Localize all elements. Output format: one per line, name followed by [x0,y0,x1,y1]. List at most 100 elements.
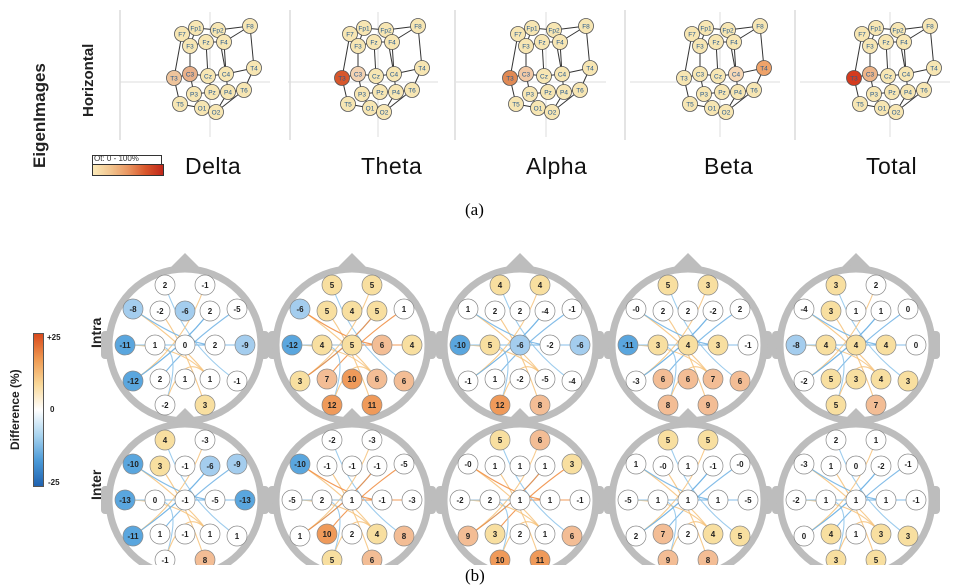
electrode-value: 6 [375,375,380,384]
electrode-label: O2 [548,110,557,117]
eigenimage-colorbar-label: Ot: 0 - 100% [94,154,139,163]
connectivity-head: 5 5 -6 5 4 5 1 -12 4 5 6 4 3 7 10 6 6 12 11 [268,253,436,425]
electrode-value: -1 [378,496,386,505]
electrode-value: 12 [496,401,505,410]
electrode-label: Fp1 [700,26,712,33]
eigenimage-network: F7 Fp1 Fp2 F8 F3 Fz F4 T3 C3 Cz C4 T4 P3 Pz P4 T5 T6 O1 O2 [676,18,772,120]
electrode-label: F4 [730,40,738,47]
electrode-label: Cz [204,74,212,81]
electrode-node [865,429,887,451]
electrode-value: 2 [518,530,523,539]
electrode-value: 6 [570,532,575,541]
electrode-value: 8 [538,401,543,410]
electrode-value: 4 [163,436,168,445]
eigenimage-network: F7 Fp1 Fp2 F8 F3 Fz F4 T3 C3 Cz C4 T4 P3 Pz P4 T5 T6 O1 O2 [846,18,942,120]
electrode-value: -5 [744,496,752,505]
electrode-value: 5 [498,436,503,445]
electrode-value: -2 [546,341,554,350]
electrode-value: -1 [201,281,209,290]
electrode-label: T4 [250,66,258,73]
electrode-node [372,84,388,100]
electrode-value: 5 [488,341,493,350]
electrode-value: -13 [119,496,131,505]
electrode-value: -6 [206,462,214,471]
electrode-value: -5 [400,460,408,469]
electrode-value: -2 [792,496,800,505]
electrode-node [896,34,912,50]
electrode-label: O2 [722,110,731,117]
electrode-value: 4 [686,341,691,350]
electrode-node [340,96,356,112]
electrode-label: C3 [186,72,195,79]
electrode-value: 5 [666,436,671,445]
electrode-node [728,66,744,82]
electrode-node [518,66,534,82]
electrode-node [393,453,415,475]
electrode-label: O1 [198,106,207,113]
electrode-node [865,394,887,416]
electrode-node [186,86,202,102]
electrode-node [845,368,867,390]
electrode-node [218,66,234,82]
electrode-value: 12 [328,401,337,410]
electrode-value: 7 [661,530,666,539]
electrode-node [875,489,897,511]
electrode-node [122,453,144,475]
head-nose [504,408,536,424]
electrode-label: O1 [878,106,887,113]
electrode-value: 3 [906,532,911,541]
electrode-value: 9 [466,532,471,541]
electrode-value: -1 [576,496,584,505]
electrode-node [677,300,699,322]
electrode-node [174,334,196,356]
electrode-value: 5 [375,307,380,316]
band-label-delta: Delta [185,153,242,179]
electrode-label: Fp2 [380,28,392,35]
electrode-label: C4 [732,72,741,79]
electrode-node [289,453,311,475]
electrode-value: 4 [410,341,415,350]
electrode-node [845,300,867,322]
electrode-label: T5 [686,102,694,109]
electrode-value: 5 [370,281,375,290]
electrode-node [174,368,196,390]
electrode-node [144,489,166,511]
electrode-node [652,455,674,477]
electrode-node [194,549,216,565]
electrode-value: 1 [543,462,548,471]
electrode-node [540,84,556,100]
electrode-node [682,96,698,112]
electrode-value: -13 [239,496,251,505]
electrode-node [870,523,892,545]
electrode-value: -2 [456,496,464,505]
electrode-value: 3 [906,377,911,386]
electrode-node [870,455,892,477]
electrode-label: P3 [190,92,198,99]
electrode-node [401,489,423,511]
electrode-label: F8 [756,24,764,31]
electrode-label: C4 [390,72,399,79]
electrode-node [729,370,751,392]
electrode-label: O2 [212,110,221,117]
electrode-value: -5 [233,305,241,314]
electrode-node [509,368,531,390]
electrode-value: 1 [884,496,889,505]
electrode-label: T4 [930,66,938,73]
electrode-value: 8 [666,401,671,410]
electrode-label: T5 [512,102,520,109]
electrode-label: Pz [888,90,896,97]
electrode-node [534,300,556,322]
colorbar-tick-max: +25 [47,333,61,342]
electrode-label: C3 [696,72,705,79]
electrode-value: 2 [350,530,355,539]
electrode-value: -1 [744,341,752,350]
electrode-value: 1 [824,496,829,505]
electrode-value: 1 [874,436,879,445]
electrode-label: C3 [354,72,363,79]
electrode-label: Cz [884,74,892,81]
electrode-label: O1 [366,106,375,113]
electrode-label: Fp1 [526,26,538,33]
electrode-node [862,66,878,82]
electrode-node [174,455,196,477]
electrode-node [321,394,343,416]
